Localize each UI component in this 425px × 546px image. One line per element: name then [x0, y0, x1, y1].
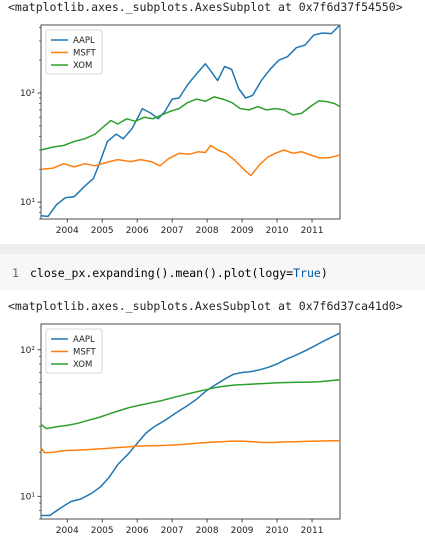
output-repr-2: <matplotlib.axes._subplots.AxesSubplot a…	[8, 299, 403, 313]
x-tick-label: 2006	[126, 526, 149, 536]
code-cell[interactable]: 1 close_px.expanding().mean().plot(logy=…	[0, 254, 425, 290]
x-tick-label: 2011	[301, 526, 324, 536]
cell-code[interactable]: close_px.expanding().mean().plot(logy=Tr…	[30, 266, 328, 280]
x-tick-label: 2006	[126, 226, 149, 236]
plot-frame	[40, 24, 341, 220]
y-tick-label: 10¹	[20, 492, 35, 502]
x-tick-label: 2008	[196, 526, 219, 536]
legend-label-xom: XOM	[73, 360, 92, 370]
series-line-aapl	[40, 24, 341, 218]
series-line-aapl	[41, 332, 341, 517]
series-line-msft	[40, 439, 341, 454]
x-tick-label: 2007	[161, 526, 184, 536]
y-tick-label: 10²	[20, 89, 35, 99]
plot-frame	[40, 323, 341, 520]
y-tick-label: 10¹	[20, 198, 35, 208]
x-tick-label: 2007	[161, 226, 184, 236]
y-tick-label: 10²	[20, 346, 35, 356]
x-tick-label: 2005	[91, 526, 114, 536]
legend-box	[45, 328, 103, 374]
x-tick-label: 2011	[301, 226, 324, 236]
code-keyword: True	[293, 266, 321, 280]
legend-label-xom: XOM	[73, 61, 92, 71]
legend-label-aapl: AAPL	[73, 36, 95, 46]
x-tick-label: 2009	[231, 526, 254, 536]
code-text: close_px.expanding().mean().plot(logy=	[30, 266, 294, 280]
code-text-end: )	[320, 266, 328, 280]
legend-box	[45, 29, 103, 75]
plot-2: 2004 2005 2006 2007 2008 2009 2010 2011 10¹10² …	[20, 323, 341, 536]
legend-label-msft: MSFT	[73, 348, 96, 358]
cell-separator	[0, 244, 425, 254]
x-tick-label: 2010	[266, 226, 289, 236]
series-line-xom	[40, 96, 341, 151]
plot-1: 2004 2005 2006 2007 2008 2009 2010 2011 10¹10² …	[20, 24, 341, 236]
x-tick-label: 2009	[231, 226, 254, 236]
x-tick-label: 2004	[56, 526, 79, 536]
legend-label-msft: MSFT	[73, 49, 96, 59]
series-line-msft	[40, 144, 341, 177]
output-repr-1: <matplotlib.axes._subplots.AxesSubplot a…	[8, 0, 403, 14]
legend-label-aapl: AAPL	[73, 335, 95, 345]
x-tick-label: 2010	[266, 526, 289, 536]
x-tick-label: 2008	[196, 226, 219, 236]
x-tick-label: 2005	[91, 226, 114, 236]
cell-line-number: 1	[12, 266, 19, 280]
series-line-xom	[40, 378, 341, 430]
x-tick-label: 2004	[56, 226, 79, 236]
